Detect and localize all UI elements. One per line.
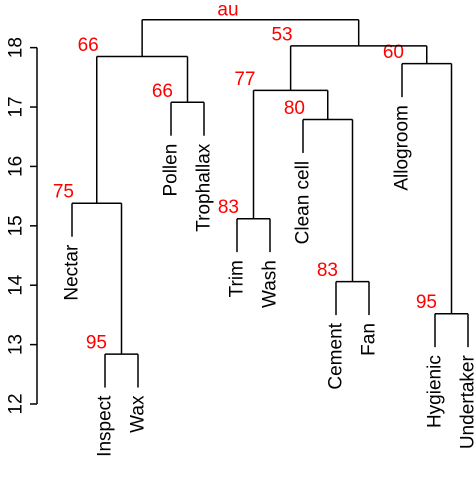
au-value: 83 xyxy=(317,260,338,281)
y-tick-label: 17 xyxy=(6,96,27,117)
leaf-label: Wash xyxy=(260,260,281,308)
au-value: 66 xyxy=(78,35,99,56)
y-tick-label: 13 xyxy=(6,334,27,355)
leaf-label: Allogroom xyxy=(392,105,413,191)
au-value: 80 xyxy=(284,98,305,119)
leaf-label: Clean cell xyxy=(293,161,314,244)
leaf-label: Wax xyxy=(128,395,149,433)
y-tick-label: 12 xyxy=(6,393,27,414)
au-value: 95 xyxy=(86,333,107,354)
leaf-label: Nectar xyxy=(62,244,83,301)
au-value: 95 xyxy=(416,292,437,313)
y-tick-label: 14 xyxy=(6,274,27,296)
au-value: 75 xyxy=(53,182,74,203)
leaf-label: Fan xyxy=(359,323,380,356)
au-value: 83 xyxy=(218,197,239,218)
leaf-label: Undertaker xyxy=(458,354,474,449)
leaf-label: Hygienic xyxy=(425,355,446,428)
y-tick-label: 16 xyxy=(6,156,27,177)
y-tick-label: 15 xyxy=(6,215,27,236)
au-value: 66 xyxy=(152,81,173,102)
leaf-label: Inspect xyxy=(95,395,116,457)
leaf-label: Cement xyxy=(326,322,347,389)
leaf-label: Pollen xyxy=(161,144,182,197)
au-value: 77 xyxy=(234,69,255,90)
y-tick-label: 18 xyxy=(6,37,27,58)
au-value: 60 xyxy=(383,42,404,63)
au-value: 53 xyxy=(271,24,292,45)
leaf-label: Trim xyxy=(227,260,248,297)
leaf-label: Trophallax xyxy=(194,143,215,232)
au-header: au xyxy=(217,0,238,21)
